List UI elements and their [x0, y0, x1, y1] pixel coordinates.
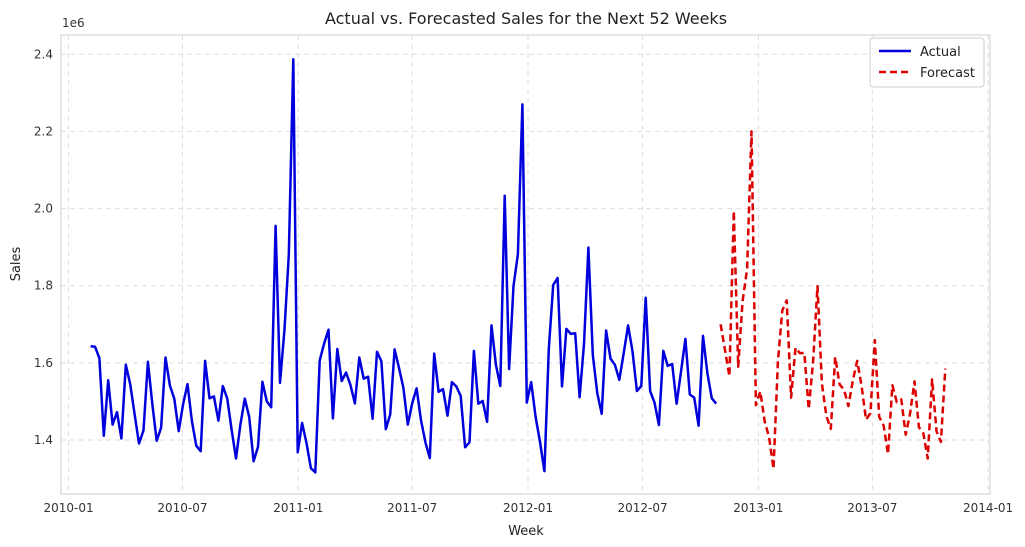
x-tick-label: 2013-01 [733, 501, 783, 515]
y-axis-label: Sales [9, 246, 24, 281]
y-tick-label: 1.6 [34, 356, 53, 370]
y-tick-label: 2.0 [34, 202, 53, 216]
x-tick-label: 2014-01 [963, 501, 1013, 515]
plot-frame [60, 34, 991, 495]
x-tick-label: 2012-01 [503, 501, 553, 515]
x-tick-label: 2012-07 [617, 501, 667, 515]
x-tick-label: 2010-01 [43, 501, 93, 515]
legend-label-actual: Actual [920, 45, 961, 60]
x-axis-ticks: 2010-01 2010-07 2011-01 2011-07 2012-01 2012-… [43, 501, 1013, 515]
legend-label-forecast: Forecast [920, 66, 975, 81]
x-tick-label: 2011-01 [273, 501, 323, 515]
y-offset-label: 1e6 [62, 16, 85, 30]
series-line-forecast [719, 130, 947, 471]
plot-area: 2010-01 2010-07 2011-01 2011-07 2012-01 2012-… [34, 34, 1013, 515]
x-axis-label: Week [508, 524, 544, 539]
y-tick-label: 2.4 [34, 47, 53, 61]
legend: Actual Forecast [869, 37, 985, 88]
y-tick-label: 2.2 [34, 124, 53, 138]
series-line-actual [90, 58, 718, 474]
y-tick-label: 1.8 [34, 279, 53, 293]
x-tick-label: 2010-07 [157, 501, 207, 515]
x-tick-label: 2011-07 [387, 501, 437, 515]
grid [61, 35, 990, 494]
chart-title: Actual vs. Forecasted Sales for the Next… [325, 9, 727, 28]
x-tick-label: 2013-07 [847, 501, 897, 515]
y-tick-label: 1.4 [34, 433, 53, 447]
y-axis-ticks: 1.4 1.6 1.8 2.0 2.2 2.4 [34, 47, 53, 447]
series-group [90, 58, 947, 474]
